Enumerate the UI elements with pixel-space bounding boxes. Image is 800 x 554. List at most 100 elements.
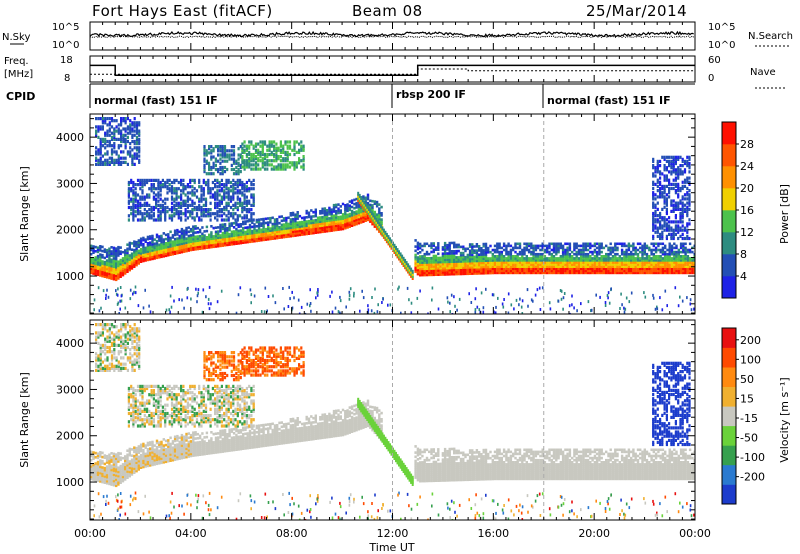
power-cell xyxy=(634,271,637,275)
power-cell xyxy=(693,257,695,260)
power-cell xyxy=(228,224,231,228)
power-cell xyxy=(378,213,381,217)
power-cell xyxy=(683,180,687,184)
power-cell xyxy=(650,267,653,271)
power-cell xyxy=(250,180,253,185)
power-cell xyxy=(254,144,258,148)
power-cell xyxy=(126,255,129,259)
power-cell xyxy=(131,154,134,158)
power-cell xyxy=(643,250,646,254)
power-cell xyxy=(484,263,488,267)
power-cell xyxy=(390,245,393,250)
power-cell xyxy=(273,148,276,152)
power-cell xyxy=(197,288,200,292)
power-cell xyxy=(305,230,308,234)
power-cell xyxy=(546,263,549,266)
power-cell xyxy=(137,304,140,308)
power-cell xyxy=(167,239,170,242)
power-cell xyxy=(593,263,597,266)
power-cell xyxy=(257,163,260,167)
power-cell xyxy=(432,258,435,262)
power-cell xyxy=(235,240,238,243)
power-cell xyxy=(532,263,535,266)
power-cell xyxy=(282,150,285,154)
power-cell xyxy=(437,246,440,249)
power-cell xyxy=(661,207,664,211)
power-cell xyxy=(151,249,154,252)
power-cell xyxy=(241,161,244,165)
power-cell xyxy=(568,252,572,256)
power-cell xyxy=(294,230,297,233)
power-cell xyxy=(127,214,130,218)
power-cell xyxy=(448,241,451,245)
cpid-segment: normal (fast) 151 IF xyxy=(94,94,218,107)
power-cell xyxy=(681,172,684,176)
power-cell xyxy=(316,231,320,234)
power-cell xyxy=(639,265,642,268)
power-cell xyxy=(641,261,644,264)
power-cell xyxy=(105,253,109,256)
power-cell xyxy=(187,240,190,244)
power-cell xyxy=(133,265,136,268)
power-cell xyxy=(192,242,195,245)
power-cell xyxy=(189,180,192,185)
power-cell xyxy=(239,153,242,157)
power-cell xyxy=(228,226,231,230)
power-cell xyxy=(150,183,153,187)
power-cell xyxy=(276,224,279,227)
power-cell xyxy=(674,168,677,172)
power-cell xyxy=(682,250,685,254)
power-cell xyxy=(185,243,188,247)
power-cell xyxy=(453,260,456,263)
power-cell xyxy=(363,204,366,209)
power-cell xyxy=(659,214,662,218)
power-cell xyxy=(677,261,680,264)
power-cell xyxy=(625,261,628,264)
power-cell xyxy=(112,269,116,273)
power-cell xyxy=(128,243,131,247)
power-cell xyxy=(530,267,533,271)
power-cell xyxy=(464,260,467,263)
power-cell xyxy=(473,251,476,254)
power-cell xyxy=(235,161,238,165)
power-cell xyxy=(571,267,574,271)
power-cell xyxy=(564,255,567,258)
power-cell xyxy=(115,119,118,123)
power-cell xyxy=(309,302,312,305)
power-cell xyxy=(312,219,315,222)
power-cell xyxy=(507,257,510,260)
power-cell xyxy=(589,267,592,271)
power-cell xyxy=(568,271,572,275)
power-cell xyxy=(683,236,687,241)
power-cell xyxy=(135,129,139,133)
power-cell xyxy=(108,142,111,146)
power-cell xyxy=(450,241,454,245)
power-cell xyxy=(654,203,657,207)
power-cell xyxy=(201,238,204,242)
power-cell xyxy=(541,263,544,266)
power-cell xyxy=(666,265,669,268)
power-cell xyxy=(688,176,691,180)
power-cell xyxy=(230,240,234,244)
power-cell xyxy=(659,186,662,191)
power-cell xyxy=(577,263,581,266)
power-cell xyxy=(250,212,253,216)
power-cell xyxy=(229,212,233,216)
power-cell xyxy=(416,260,420,263)
power-cell xyxy=(416,243,420,247)
power-cell xyxy=(203,240,206,244)
power-cell xyxy=(500,267,503,271)
power-cell xyxy=(203,151,206,155)
power-cell xyxy=(462,255,465,259)
power-cell xyxy=(200,195,203,199)
power-cell xyxy=(294,215,297,219)
power-cell xyxy=(689,302,692,306)
power-cell xyxy=(441,260,445,264)
power-cell xyxy=(248,146,251,150)
power-cell xyxy=(348,216,351,220)
power-cell xyxy=(414,257,417,261)
power-cell xyxy=(177,216,180,220)
power-cell xyxy=(134,210,137,214)
power-cell xyxy=(623,257,626,260)
power-cell xyxy=(625,271,628,275)
